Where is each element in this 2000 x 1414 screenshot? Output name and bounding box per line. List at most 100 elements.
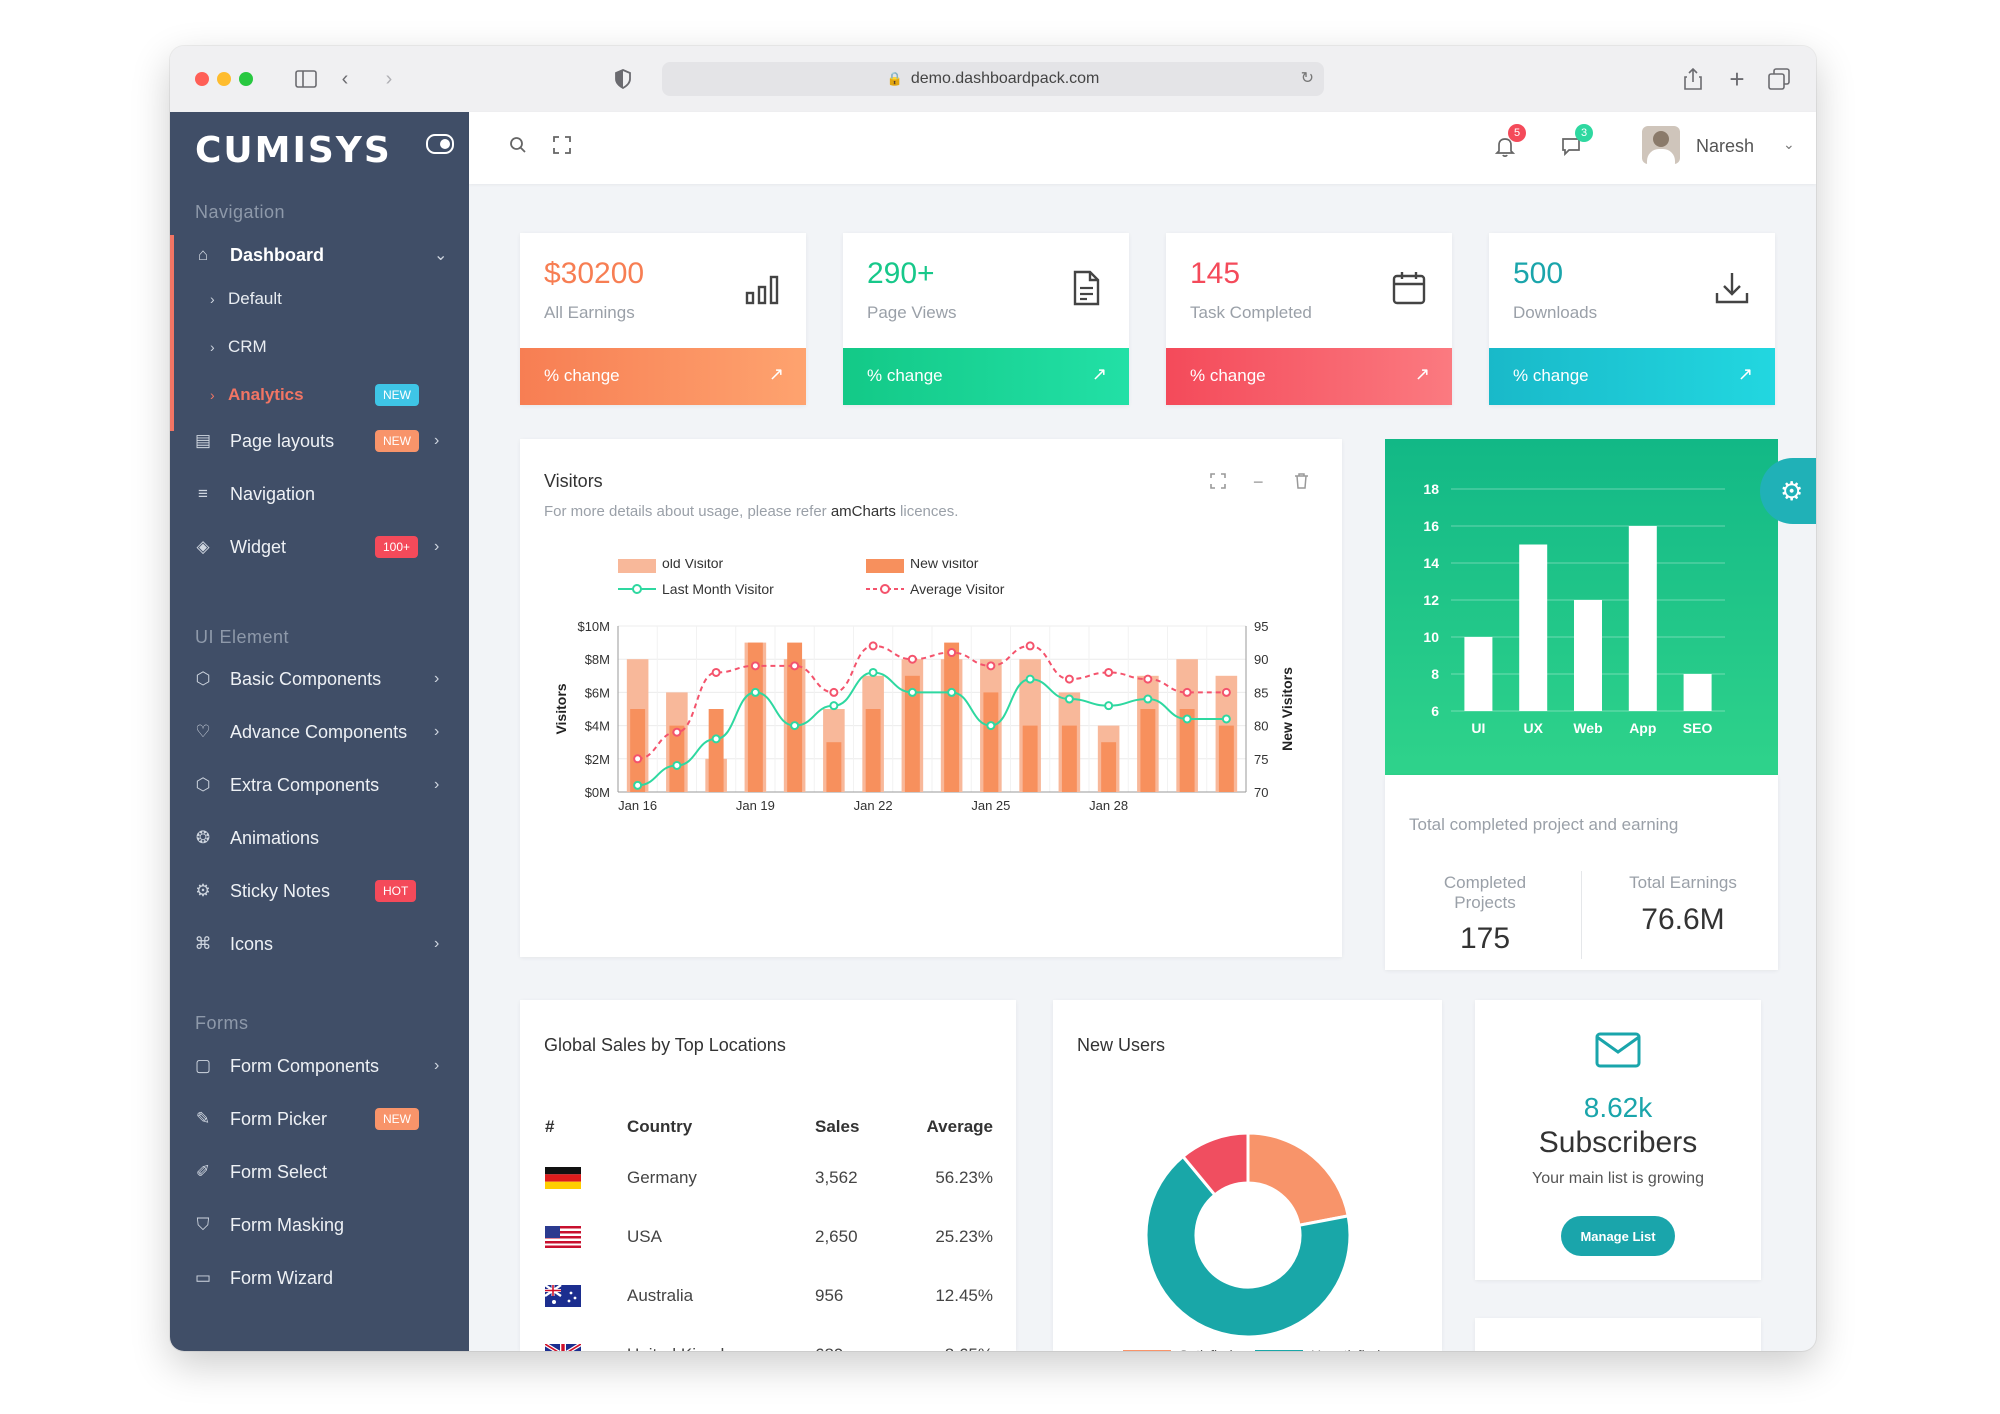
y2-tick-label: 75 [1254,752,1268,767]
sidebar-item-form-masking[interactable]: ⛉ Form Masking [170,1205,469,1245]
new-users-donut-chart: Satisfied Unsatisfied [1123,1131,1380,1351]
bar-new-visitor [826,742,842,792]
bar-new-visitor [865,709,881,792]
fullscreen-icon[interactable] [553,136,571,160]
settings-gear-button[interactable]: ⚙ [1760,458,1816,524]
forward-icon[interactable]: › [385,67,393,90]
sidebar-item-label: Widget [230,536,287,557]
x-tick-label: UX [1523,720,1543,736]
sidebar-item-form-picker[interactable]: ✎ Form Picker NEW [170,1099,469,1139]
sales-cell: 689 [814,1325,906,1352]
chevron-down-icon[interactable]: ⌄ [1783,136,1795,152]
y2-tick-label: 80 [1254,719,1268,734]
minimize-icon[interactable]: − [1253,472,1264,492]
brand-logo[interactable]: CUMISYS [195,130,392,171]
url-bar[interactable]: 🔒 demo.dashboardpack.com ↻ [662,62,1324,96]
sidebar-item-label: Icons [230,933,274,954]
section-title-ui-element: UI Element [195,627,290,647]
sales-cell: 2,650 [815,1226,858,1246]
sidebar-subitem-analytics[interactable]: › Analytics NEW [170,377,469,413]
sidebar-item-icons[interactable]: ⌘ Icons › [170,924,469,964]
bar-new-visitor [708,709,724,792]
sidebar-item-form-wizard[interactable]: ▭ Form Wizard [170,1258,469,1298]
expand-icon[interactable] [1210,473,1226,494]
new-tab-icon[interactable]: + [1729,63,1745,94]
edit-icon: ✎ [195,1109,211,1128]
avatar[interactable] [1642,126,1680,164]
average-visitor-point [1064,674,1074,684]
sidebar-collapse-toggle[interactable] [426,134,454,154]
stat-footer: % change ↗ [843,348,1129,405]
sidebar-item-extra-components[interactable]: ⬡ Extra Components › [170,765,469,805]
search-icon[interactable] [509,136,527,160]
average-cell: 12.45% [935,1285,993,1305]
stat-footer: % change ↗ [1489,348,1775,405]
bar-app [1628,526,1657,711]
projects-summary-card: Total completed project and earning Comp… [1385,775,1778,970]
sidebar-item-basic-components[interactable]: ⬡ Basic Components › [170,659,469,699]
table-row: United Kingdom 689 8.65% [544,1325,994,1351]
bar-new-visitor [983,692,999,792]
chevron-down-icon: ⌄ [434,247,448,264]
chevron-right-icon: › [434,670,440,687]
reload-icon[interactable]: ↻ [1300,70,1314,87]
sidebar-item-page-layouts[interactable]: ▤ Page layouts NEW › [170,421,469,461]
sidebar-item-advance-components[interactable]: ♡ Advance Components › [170,712,469,752]
country-cell: United Kingdom [626,1325,814,1352]
x-tick-label: Jan 16 [618,798,657,813]
mail-icon [1595,1032,1641,1068]
bar-new-visitor [1061,725,1077,792]
sidebar-item-navigation[interactable]: ≡ Navigation [170,474,469,514]
bell-icon[interactable] [1494,136,1516,164]
sidebar-item-sticky-notes[interactable]: ⚙ Sticky Notes HOT [170,871,469,911]
sidebar-subitem-default[interactable]: › Default [170,281,469,317]
back-icon[interactable]: ‹ [341,67,349,90]
sidebar-subitem-crm[interactable]: › CRM [170,329,469,365]
last-month-visitor-point [1104,701,1114,711]
sidebar-item-animations[interactable]: ❂ Animations [170,818,469,858]
legend-label: Unsatisfied [1311,1347,1380,1351]
section-title-navigation: Navigation [195,202,286,222]
stat-footer: % change ↗ [1166,348,1452,405]
column-header: Country [627,1117,693,1136]
privacy-shield-icon[interactable] [610,66,636,92]
bar-new-visitor [1179,709,1195,792]
zoom-window-button[interactable] [239,72,253,86]
stat-card-page-views: 290+ Page Views % change ↗ [843,233,1129,405]
amcharts-link[interactable]: amCharts [830,503,896,520]
bar-new-visitor [630,709,646,792]
user-name[interactable]: Naresh [1696,136,1755,156]
y-tick-label: 10 [1423,629,1439,645]
y2-axis-title: New Visitors [1279,667,1295,751]
bar-chart-icon [745,275,779,305]
stat-card-downloads: 500 Downloads % change ↗ [1489,233,1775,405]
close-window-button[interactable] [195,72,209,86]
sales-cell: 956 [815,1285,844,1305]
sidebar-item-dashboard[interactable]: ⌂ Dashboard ⌄ [170,235,469,275]
bar-new-visitor [1140,709,1156,792]
tab-overview-icon[interactable] [1766,66,1792,92]
x-tick-label: SEO [1683,720,1713,736]
last-month-visitor-point [790,721,800,731]
x-tick-label: Jan 25 [971,798,1010,813]
table-row: Australia 956 12.45% [544,1266,994,1325]
sidebar-item-widget[interactable]: ◈ Widget 100+ › [170,527,469,567]
last-month-visitor-point [672,760,682,770]
x-tick-label: Jan 28 [1089,798,1128,813]
share-icon[interactable] [1680,66,1706,92]
y-tick-label: 18 [1423,481,1439,497]
sidebar-toggle-icon[interactable] [293,66,319,92]
manage-list-button[interactable]: Manage List [1561,1216,1675,1256]
sidebar-item-form-select[interactable]: ✐ Form Select [170,1152,469,1192]
sales-cell: 3,562 [815,1167,858,1187]
bar-new-visitor [1022,725,1038,792]
tv-icon: ▭ [194,1268,212,1287]
last-month-visitor-point [633,780,643,790]
gear-icon: ⚙ [1780,475,1804,506]
last-month-visitor-point [1143,694,1153,704]
average-visitor-point [1143,674,1153,684]
trash-icon[interactable] [1294,472,1309,494]
sidebar-item-form-components[interactable]: ▢ Form Components › [170,1046,469,1086]
minimize-window-button[interactable] [217,72,231,86]
trending-up-icon: ↗ [1414,364,1430,384]
